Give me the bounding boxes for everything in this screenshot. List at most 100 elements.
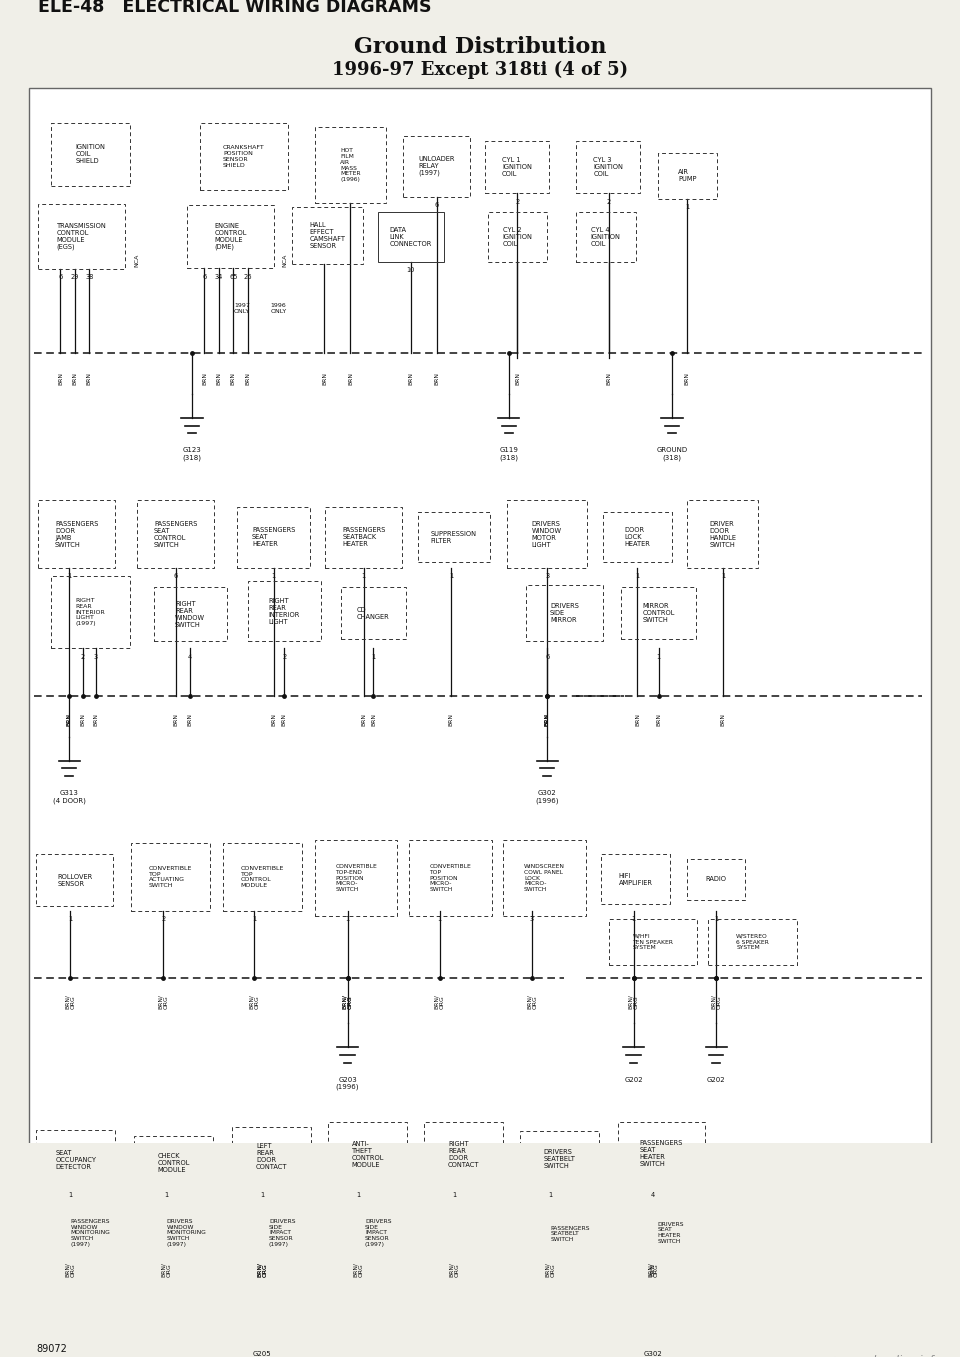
Text: BRN: BRN — [322, 372, 327, 385]
Text: BRN/
ORG: BRN/ ORG — [710, 995, 722, 1010]
Text: 2: 2 — [607, 199, 611, 205]
Text: 1997
ONLY: 1997 ONLY — [234, 303, 250, 313]
Text: BRN/
ORG: BRN/ ORG — [628, 995, 639, 1010]
Text: PASSENGERS
WINDOW
MONITORING
SWITCH
(1997): PASSENGERS WINDOW MONITORING SWITCH (199… — [70, 1219, 110, 1247]
Text: 1: 1 — [438, 916, 442, 923]
Bar — [36, 854, 113, 906]
Text: 2: 2 — [161, 916, 165, 923]
Text: DRIVERS
SIDE
MIRROR: DRIVERS SIDE MIRROR — [550, 604, 579, 623]
Text: UNLOADER
RELAY
(1997): UNLOADER RELAY (1997) — [419, 156, 455, 176]
Text: G203
(1996): G203 (1996) — [336, 1076, 359, 1090]
Text: BRN/
ORG: BRN/ ORG — [342, 995, 353, 1010]
Bar — [147, 1201, 226, 1265]
Text: BRN/
ORG: BRN/ ORG — [249, 995, 260, 1010]
Text: BRN/
ORG: BRN/ ORG — [256, 1262, 268, 1277]
Text: RIGHT
REAR
DOOR
CONTACT: RIGHT REAR DOOR CONTACT — [448, 1141, 479, 1168]
Text: BRN/
ORG: BRN/ ORG — [526, 995, 538, 1010]
Bar — [248, 581, 321, 642]
Text: W/HFI
TEN SPEAKER
SYSTEM: W/HFI TEN SPEAKER SYSTEM — [633, 934, 673, 950]
Text: BRN: BRN — [80, 714, 85, 726]
Bar — [38, 204, 125, 269]
Text: BRN: BRN — [86, 372, 92, 385]
Bar — [658, 153, 717, 198]
Text: BRN: BRN — [684, 372, 690, 385]
Text: BRN/
ORG: BRN/ ORG — [160, 1262, 172, 1277]
Text: BRN: BRN — [202, 372, 207, 385]
Text: G123
(318): G123 (318) — [182, 448, 202, 461]
Text: PASSENGERS
SEAT
HEATER: PASSENGERS SEAT HEATER — [252, 528, 296, 547]
Text: RADIO: RADIO — [706, 877, 727, 882]
Text: BRN: BRN — [230, 372, 236, 385]
Text: BRN/
ORG: BRN/ ORG — [448, 1262, 460, 1277]
Text: CONVERTIBLE
TOP
CONTROL
MODULE: CONVERTIBLE TOP CONTROL MODULE — [241, 866, 284, 887]
Text: WINDSCREEN
COWL PANEL
LOCK
MICRO-
SWITCH: WINDSCREEN COWL PANEL LOCK MICRO- SWITCH — [524, 864, 564, 892]
Text: 1: 1 — [449, 574, 453, 579]
Bar — [315, 840, 397, 916]
Text: CRANKSHAFT
POSITION
SENSOR
SHIELD: CRANKSHAFT POSITION SENSOR SHIELD — [223, 145, 265, 168]
Text: 1: 1 — [685, 205, 689, 210]
Text: BRN: BRN — [348, 372, 353, 385]
Bar — [687, 501, 758, 567]
Text: 1: 1 — [636, 574, 639, 579]
Text: CYL 2
IGNITION
COIL: CYL 2 IGNITION COIL — [502, 227, 533, 247]
Bar — [200, 123, 288, 190]
Text: 6: 6 — [435, 202, 439, 208]
Bar — [708, 919, 797, 965]
Text: 1: 1 — [657, 654, 660, 660]
Text: ELE-48   ELECTRICAL WIRING DIAGRAMS: ELE-48 ELECTRICAL WIRING DIAGRAMS — [38, 0, 432, 16]
Text: CONVERTIBLE
TOP
POSITION
MICRO-
SWITCH: CONVERTIBLE TOP POSITION MICRO- SWITCH — [429, 864, 471, 892]
Text: TRANSMISSION
CONTROL
MODULE
(EGS): TRANSMISSION CONTROL MODULE (EGS) — [57, 223, 107, 251]
Text: CONVERTIBLE
TOP
ACTUATING
SWITCH: CONVERTIBLE TOP ACTUATING SWITCH — [149, 866, 192, 887]
Bar — [51, 1201, 130, 1265]
Bar — [485, 141, 549, 193]
Bar — [409, 840, 492, 916]
Bar — [418, 513, 490, 562]
Text: 29: 29 — [71, 274, 79, 280]
Text: PASSENGERS
SEATBELT
SWITCH: PASSENGERS SEATBELT SWITCH — [550, 1225, 590, 1242]
Text: 1: 1 — [252, 916, 256, 923]
Text: GROUND
(318): GROUND (318) — [657, 448, 687, 461]
Text: 1: 1 — [632, 916, 636, 923]
Bar — [328, 1122, 407, 1187]
Bar — [237, 508, 310, 567]
Bar — [131, 843, 210, 911]
Text: DRIVER
DOOR
HANDLE
SWITCH: DRIVER DOOR HANDLE SWITCH — [709, 521, 736, 548]
Bar — [339, 1201, 418, 1265]
Text: G205: G205 — [252, 1352, 272, 1357]
Text: G313
(4 DOOR): G313 (4 DOOR) — [53, 790, 85, 803]
Bar — [609, 919, 697, 965]
Bar — [243, 1201, 322, 1265]
Text: BRN: BRN — [271, 714, 276, 726]
Text: 3: 3 — [94, 654, 98, 660]
Text: 38: 38 — [85, 274, 93, 280]
Text: ANTI-
THEFT
CONTROL
MODULE: ANTI- THEFT CONTROL MODULE — [351, 1141, 384, 1168]
Text: 2: 2 — [516, 199, 519, 205]
Text: 1: 1 — [372, 654, 375, 660]
Bar — [687, 859, 745, 900]
Text: 1996-97 Except 318ti (4 of 5): 1996-97 Except 318ti (4 of 5) — [332, 61, 628, 80]
Text: SEAT
OCCUPANCY
DETECTOR: SEAT OCCUPANCY DETECTOR — [56, 1151, 96, 1170]
Text: CONVERTIBLE
TOP-END
POSITION
MICRO-
SWITCH: CONVERTIBLE TOP-END POSITION MICRO- SWIT… — [335, 864, 377, 892]
Text: SUPPRESSION
FILTER: SUPPRESSION FILTER — [431, 531, 476, 544]
Text: BRN: BRN — [93, 714, 99, 726]
Text: 2: 2 — [81, 654, 84, 660]
Bar — [187, 205, 274, 269]
Text: DRIVERS
SEAT
HEATER
SWITCH: DRIVERS SEAT HEATER SWITCH — [658, 1221, 684, 1244]
Text: CYL 1
IGNITION
COIL: CYL 1 IGNITION COIL — [502, 157, 532, 178]
Text: BRN/
ORG: BRN/ ORG — [544, 1262, 556, 1277]
Text: HALL
EFFECT
CAMSHAFT
SENSOR: HALL EFFECT CAMSHAFT SENSOR — [309, 223, 346, 250]
Bar — [603, 513, 672, 562]
Text: DATA
LINK
CONNECTOR: DATA LINK CONNECTOR — [390, 227, 432, 247]
Text: BRN: BRN — [361, 714, 367, 726]
Text: RIGHT
REAR
WINDOW
SWITCH: RIGHT REAR WINDOW SWITCH — [175, 601, 205, 628]
Text: BRN/
ORG: BRN/ ORG — [647, 1262, 659, 1277]
Text: BRN: BRN — [544, 714, 550, 726]
Text: BRN: BRN — [656, 714, 661, 726]
Text: BRN: BRN — [515, 372, 520, 385]
Text: 1: 1 — [362, 574, 366, 579]
Text: 1: 1 — [260, 1191, 264, 1198]
Text: BRN: BRN — [635, 714, 640, 726]
Text: 2: 2 — [282, 654, 286, 660]
Text: CHECK
CONTROL
MODULE: CHECK CONTROL MODULE — [157, 1153, 190, 1174]
Text: BRN/
ORG: BRN/ ORG — [434, 995, 445, 1010]
